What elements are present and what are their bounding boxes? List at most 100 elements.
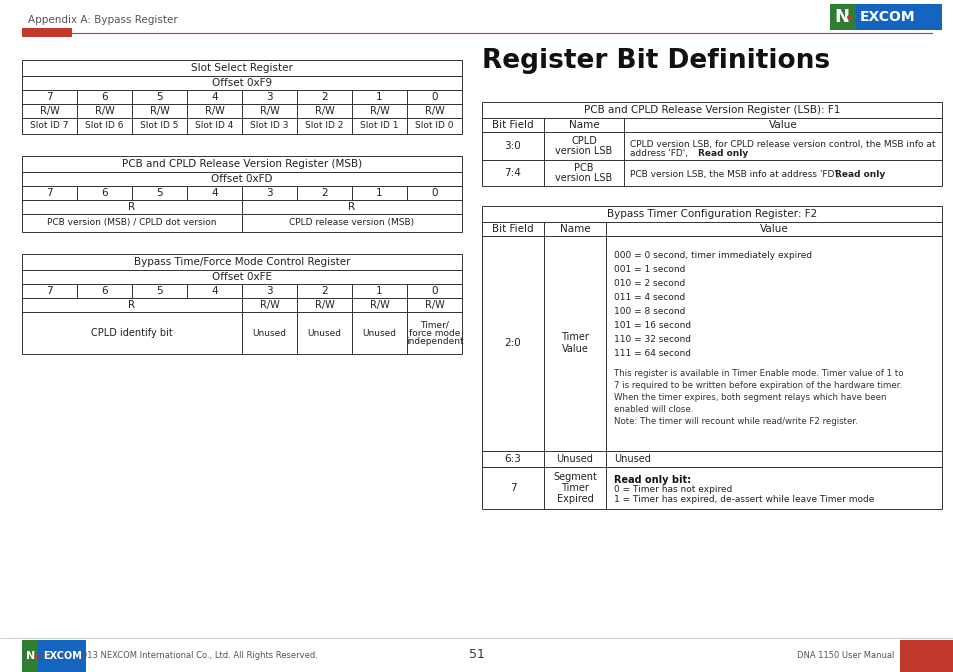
Text: Segment: Segment [553,472,597,482]
Text: 3:0: 3:0 [504,141,521,151]
Text: PCB version LSB, the MSB info at address 'FD',: PCB version LSB, the MSB info at address… [629,170,841,179]
Text: 001 = 1 second: 001 = 1 second [614,265,684,274]
Bar [481,102,941,118]
Bar [22,214,461,232]
Text: version LSB: version LSB [555,146,612,156]
Text: R/W: R/W [369,106,389,116]
Text: Bit Field: Bit Field [492,224,534,234]
Text: 1 = Timer has expired, de-assert while leave Timer mode: 1 = Timer has expired, de-assert while l… [614,495,874,504]
Text: 6:3: 6:3 [504,454,521,464]
Text: R/W: R/W [259,106,279,116]
Text: 011 = 4 second: 011 = 4 second [614,293,684,302]
Text: Slot ID 7: Slot ID 7 [30,122,69,130]
Bar [22,28,71,37]
Text: Value: Value [759,224,787,234]
Bar [22,270,461,284]
Text: 5: 5 [156,286,163,296]
Text: Name: Name [559,224,590,234]
Bar [829,4,855,30]
Text: 2: 2 [321,286,328,296]
Text: 5: 5 [156,92,163,102]
Text: 7 is required to be written before expiration of the hardware timer.: 7 is required to be written before expir… [614,381,902,390]
Bar [829,4,941,30]
Text: independent: independent [405,337,463,345]
Text: CPLD version LSB, for CPLD release version control, the MSB info at: CPLD version LSB, for CPLD release versi… [629,140,935,149]
Text: Slot ID 6: Slot ID 6 [85,122,124,130]
Text: Read only: Read only [834,170,884,179]
Text: 7: 7 [46,92,52,102]
Text: EXCOM: EXCOM [859,10,915,24]
Text: Value: Value [768,120,797,130]
Text: Timer: Timer [560,483,588,493]
Text: PCB and CPLD Release Version Register (LSB): F1: PCB and CPLD Release Version Register (L… [583,105,840,115]
Text: 6: 6 [101,92,108,102]
Bar [22,298,461,312]
Text: Note: The timer will recount while read/write F2 register.: Note: The timer will recount while read/… [614,417,857,426]
Text: 100 = 8 second: 100 = 8 second [614,307,684,316]
Text: Offset 0xFD: Offset 0xFD [211,174,273,184]
Text: Slot ID 4: Slot ID 4 [195,122,233,130]
Text: 1: 1 [375,286,382,296]
Text: Bypass Timer Configuration Register: F2: Bypass Timer Configuration Register: F2 [606,209,817,219]
Text: R: R [129,300,135,310]
Text: 7: 7 [46,188,52,198]
Text: R: R [129,202,135,212]
Text: CPLD: CPLD [571,136,597,146]
Text: 0: 0 [431,286,437,296]
Text: Unused: Unused [556,454,593,464]
Bar [481,160,941,186]
Text: version LSB: version LSB [555,173,612,183]
Text: N: N [26,651,35,661]
Text: This register is available in Timer Enable mode. Timer value of 1 to: This register is available in Timer Enab… [614,369,902,378]
Text: Read only: Read only [698,149,747,158]
Bar [481,118,941,132]
Text: PCB version (MSB) / CPLD dot version: PCB version (MSB) / CPLD dot version [48,218,216,228]
Text: Slot Select Register: Slot Select Register [191,63,293,73]
Text: 1: 1 [375,188,382,198]
Text: 6: 6 [101,286,108,296]
Bar [481,206,941,222]
Text: CPLD identify bit: CPLD identify bit [91,328,172,338]
Text: When the timer expires, both segment relays which have been: When the timer expires, both segment rel… [614,393,885,402]
Bar [22,76,461,90]
Bar [899,640,953,672]
Bar [22,186,461,200]
Bar [22,118,461,134]
Text: 110 = 32 second: 110 = 32 second [614,335,690,344]
Text: 0: 0 [431,188,437,198]
Text: Copyright © 2013 NEXCOM International Co., Ltd. All Rights Reserved.: Copyright © 2013 NEXCOM International Co… [22,650,317,659]
Text: enabled will close.: enabled will close. [614,405,693,414]
Text: Timer/: Timer/ [419,321,449,329]
Text: 6: 6 [101,188,108,198]
Text: R/W: R/W [314,106,334,116]
Text: Bit Field: Bit Field [492,120,534,130]
Text: R/W: R/W [314,300,334,310]
Text: R/W: R/W [259,300,279,310]
Text: 3: 3 [266,286,273,296]
Text: Register Bit Definitions: Register Bit Definitions [481,48,829,74]
Text: Appendix A: Bypass Register: Appendix A: Bypass Register [28,15,177,25]
Text: 1: 1 [375,92,382,102]
Text: force mode: force mode [409,329,459,337]
Text: Slot ID 5: Slot ID 5 [140,122,178,130]
Text: R/W: R/W [150,106,170,116]
Text: Slot ID 2: Slot ID 2 [305,122,343,130]
Bar [22,640,86,672]
Text: 111 = 64 second: 111 = 64 second [614,349,690,358]
Text: R/W: R/W [424,106,444,116]
Text: PCB and CPLD Release Version Register (MSB): PCB and CPLD Release Version Register (M… [122,159,362,169]
Text: 3: 3 [266,188,273,198]
Text: 51: 51 [469,648,484,661]
Text: Unused: Unused [253,329,286,337]
Text: 0 = Timer has not expired: 0 = Timer has not expired [614,485,732,494]
Bar [481,236,941,451]
Bar [22,312,461,354]
Text: 4: 4 [211,92,217,102]
Text: Slot ID 0: Slot ID 0 [415,122,454,130]
Text: 0: 0 [431,92,437,102]
Bar [22,254,461,270]
Text: 3: 3 [266,92,273,102]
Text: Timer: Timer [560,333,588,343]
Text: Name: Name [568,120,598,130]
Text: N: N [833,8,848,26]
